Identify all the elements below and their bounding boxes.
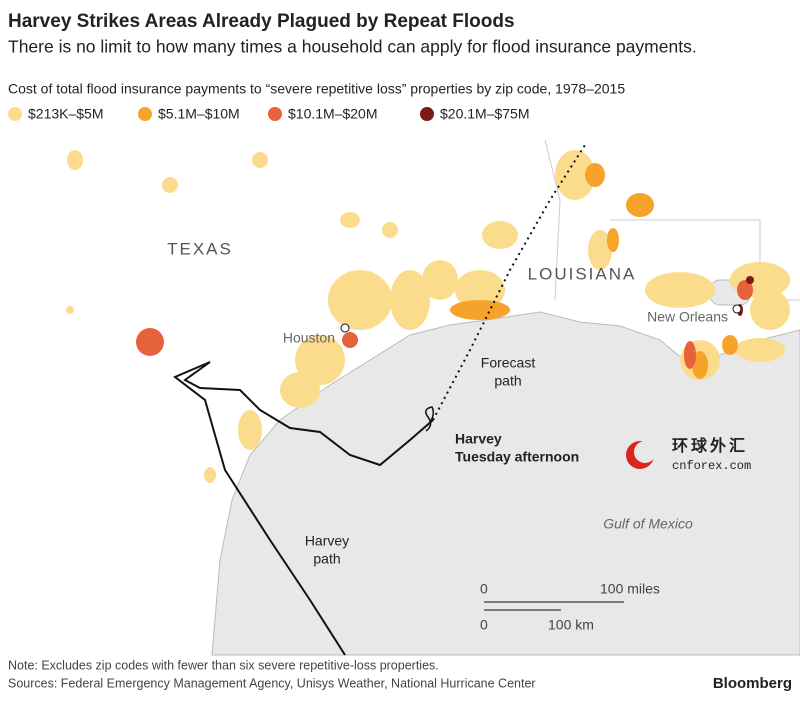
legend-swatch xyxy=(420,107,434,121)
flood-zone xyxy=(692,351,708,379)
scale-label: 0 xyxy=(480,617,488,633)
flood-zones xyxy=(66,150,790,483)
legend-label: $213K–$5M xyxy=(28,106,104,122)
flood-zone xyxy=(295,335,345,385)
flood-zone xyxy=(252,152,268,168)
city-dot xyxy=(340,323,350,333)
state-label: TEXAS xyxy=(167,239,233,258)
flood-zone xyxy=(746,276,754,284)
flood-zone xyxy=(450,300,510,320)
flood-zone xyxy=(204,467,216,483)
gulf-label: Gulf of Mexico xyxy=(603,516,693,532)
flood-zone xyxy=(280,372,320,408)
flood-zone xyxy=(455,270,505,310)
city-label: Houston xyxy=(283,330,335,346)
flood-zone xyxy=(67,150,83,170)
watermark: 环球外汇 xyxy=(672,436,748,455)
flood-zone xyxy=(684,341,696,369)
legend-label: $10.1M–$20M xyxy=(288,106,378,122)
state-label: LOUISIANA xyxy=(528,264,637,283)
flood-zone xyxy=(382,222,398,238)
legend-label: $5.1M–$10M xyxy=(158,106,240,122)
flood-zone xyxy=(585,163,605,187)
scale-label: 100 miles xyxy=(600,581,660,597)
flood-zone xyxy=(66,306,74,314)
flood-zone xyxy=(737,280,753,300)
flood-zone xyxy=(588,230,612,270)
state-border xyxy=(544,139,561,301)
flood-zone xyxy=(645,272,715,308)
flood-zone xyxy=(390,270,430,330)
city-dot xyxy=(732,304,742,314)
brand: Bloomberg xyxy=(713,675,792,692)
flood-zone xyxy=(626,193,654,217)
forecast-path xyxy=(432,144,586,421)
title: Harvey Strikes Areas Already Plagued by … xyxy=(8,11,515,32)
subtitle: There is no limit to how many times a ho… xyxy=(8,37,697,57)
harvey-path xyxy=(173,361,434,656)
path-label: path xyxy=(313,551,340,567)
storm-label: Harvey xyxy=(455,431,502,447)
flood-zone xyxy=(750,290,790,330)
flood-zone xyxy=(555,150,595,200)
storm-icon xyxy=(425,406,435,432)
note: Note: Excludes zip codes with fewer than… xyxy=(8,658,439,672)
flood-zone xyxy=(238,410,262,450)
flood-zone xyxy=(607,228,619,252)
flood-zone xyxy=(342,332,358,348)
description: Cost of total flood insurance payments t… xyxy=(8,81,625,97)
watermark: cnforex.com xyxy=(672,459,751,473)
sources: Sources: Federal Emergency Management Ag… xyxy=(8,676,536,690)
legend-swatch xyxy=(8,107,22,121)
map: TEXAS LOUISIANA Houston New Orleans Fore… xyxy=(0,139,800,656)
legend-swatch xyxy=(268,107,282,121)
legend: $213K–$5M $5.1M–$10M $10.1M–$20M $20.1M–$75… xyxy=(8,106,530,122)
forecast-label: path xyxy=(494,373,521,389)
scale-label: 0 xyxy=(480,581,488,597)
city-label: New Orleans xyxy=(647,309,728,325)
legend-label: $20.1M–$75M xyxy=(440,106,530,122)
flood-zone xyxy=(328,270,392,330)
path-label: Harvey xyxy=(305,533,349,549)
storm-label: Tuesday afternoon xyxy=(455,449,579,465)
flood-zone xyxy=(735,338,785,362)
scale-label: 100 km xyxy=(548,617,594,633)
flood-zone xyxy=(162,177,178,193)
forecast-label: Forecast xyxy=(481,355,536,371)
flood-zone xyxy=(422,260,458,300)
flood-zone xyxy=(136,328,164,356)
flood-zone xyxy=(340,212,360,228)
flood-zone xyxy=(722,335,738,355)
flood-zone xyxy=(482,221,518,249)
watermark-logo xyxy=(634,441,656,463)
legend-swatch xyxy=(138,107,152,121)
